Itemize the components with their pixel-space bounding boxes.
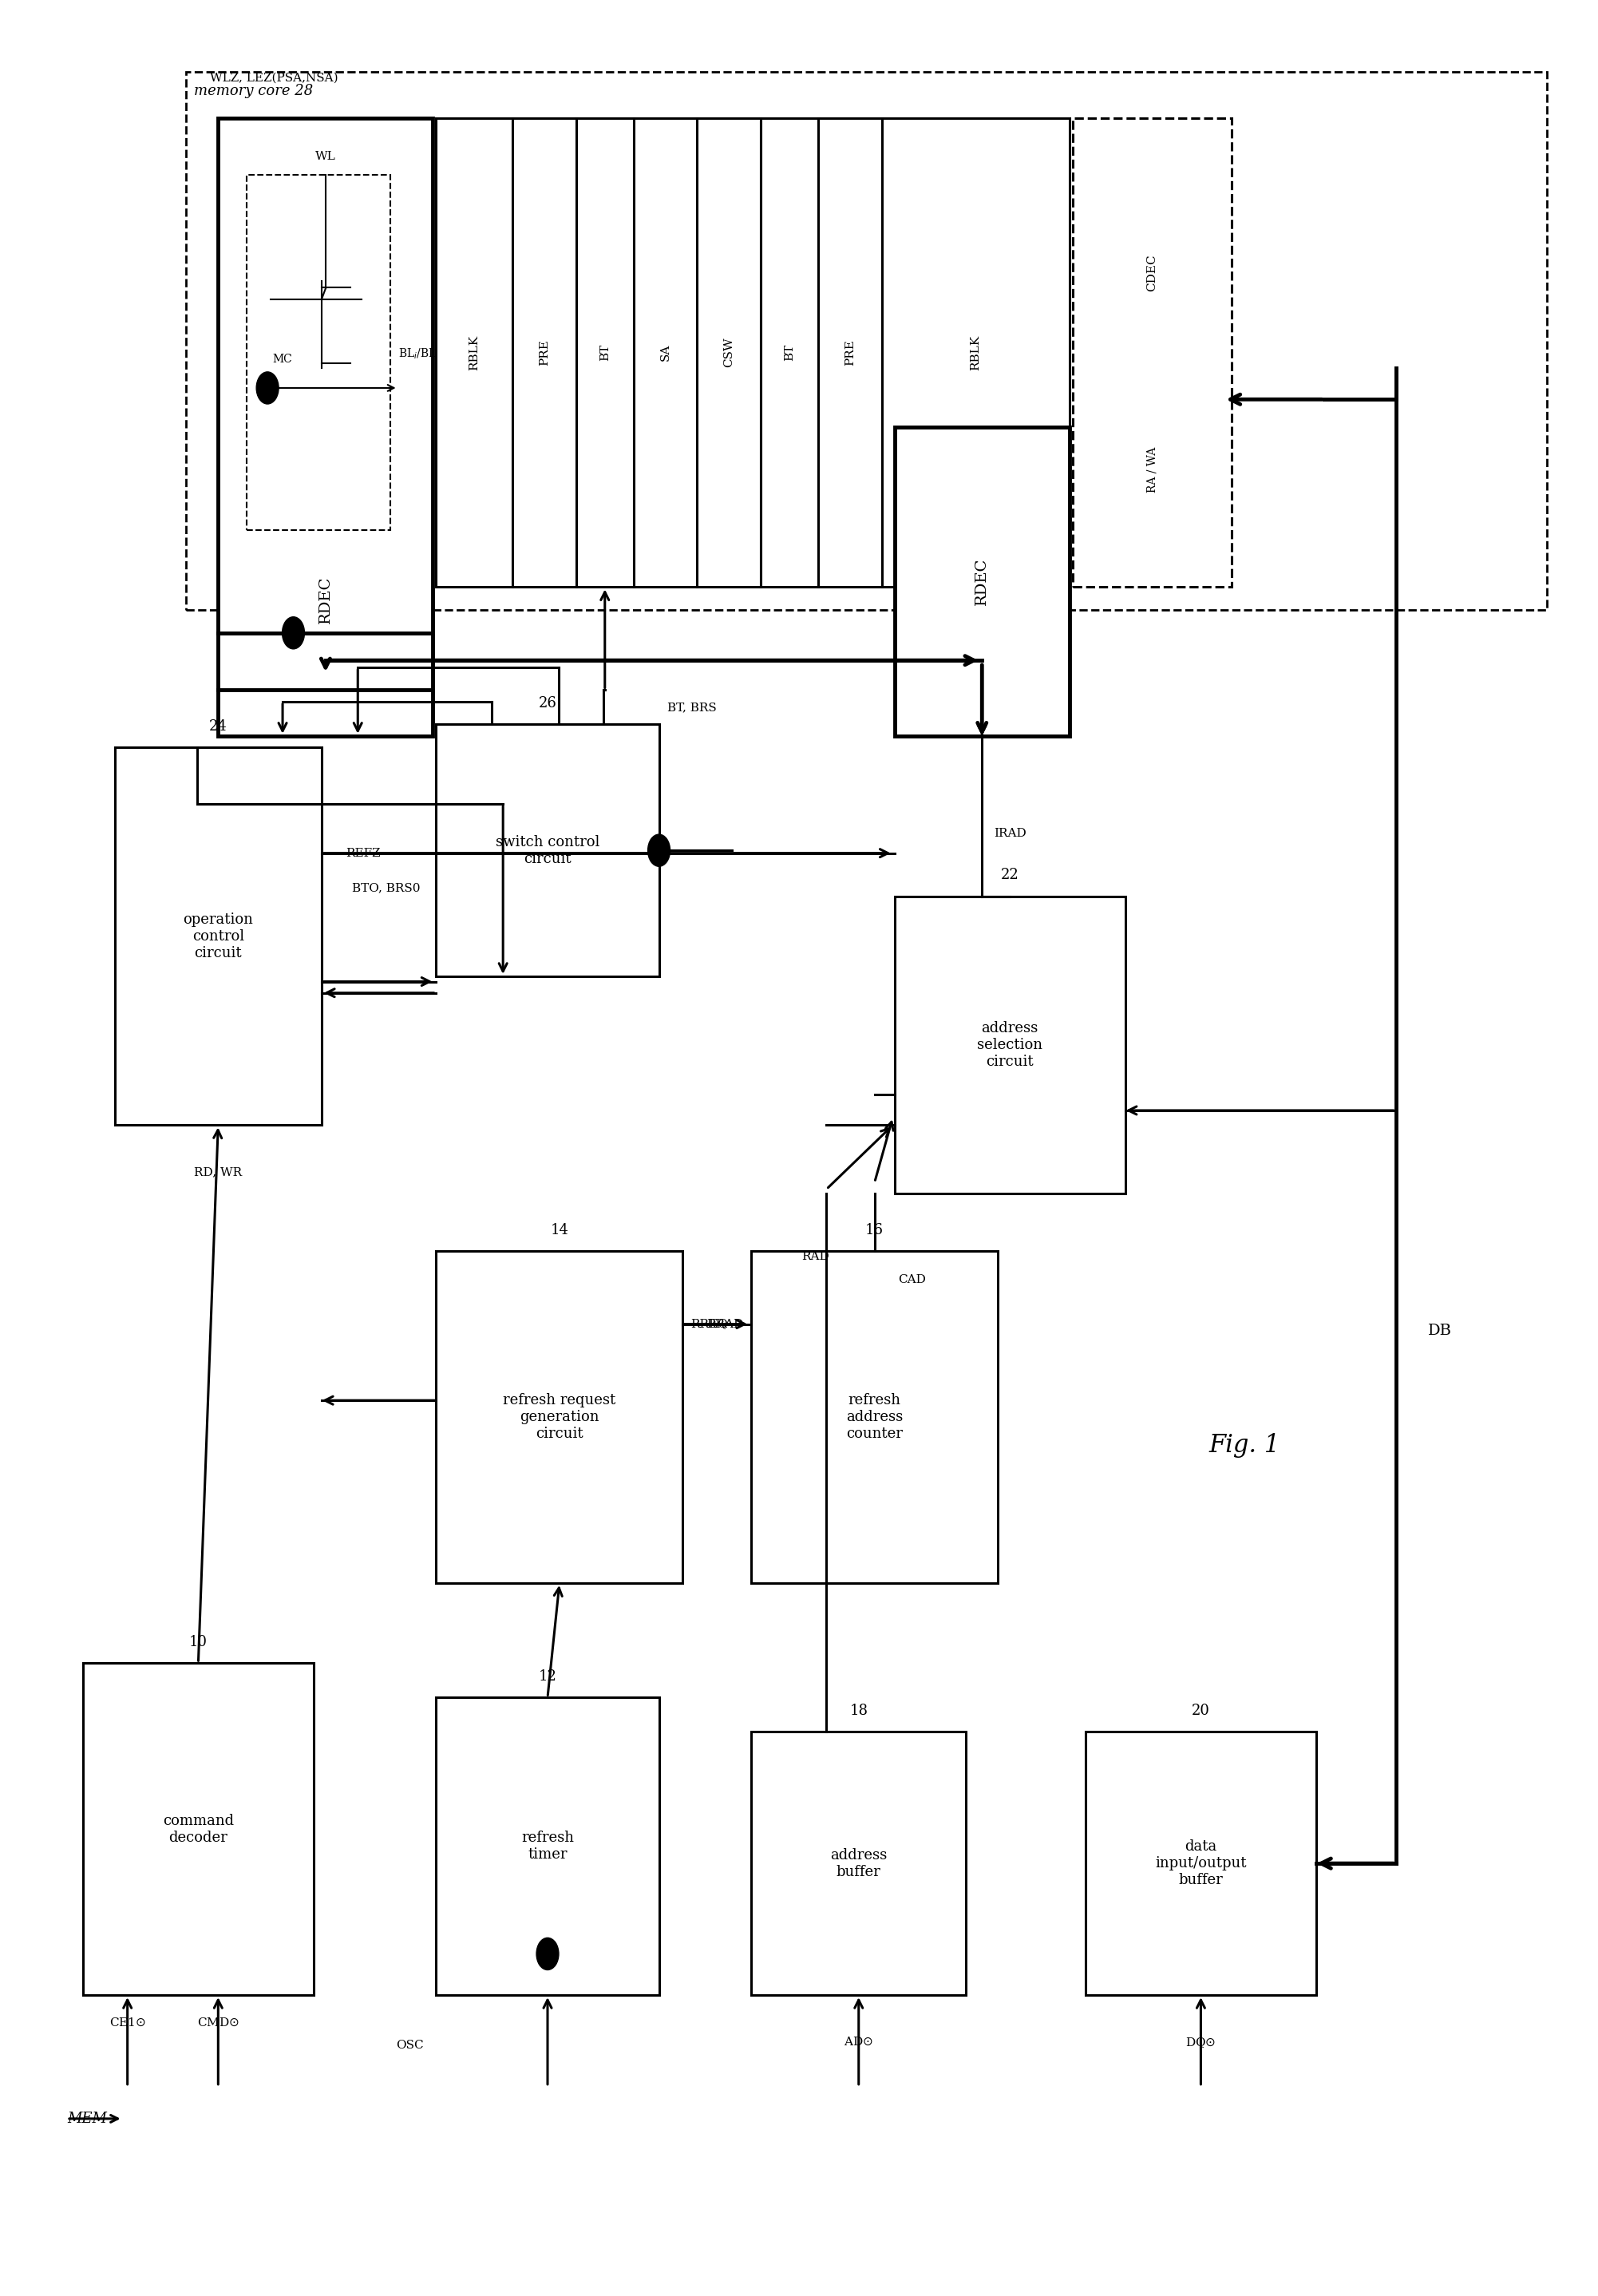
- Text: refresh
address
counter: refresh address counter: [847, 1394, 903, 1442]
- Bar: [115, 748, 321, 1125]
- Text: command
decoder: command decoder: [163, 1814, 233, 1844]
- Bar: [761, 117, 818, 588]
- Text: MC: MC: [272, 354, 292, 365]
- Text: 20: 20: [1192, 1704, 1210, 1717]
- Text: 10: 10: [189, 1635, 208, 1649]
- Text: 22: 22: [1000, 868, 1020, 882]
- Bar: [577, 117, 633, 588]
- Text: 12: 12: [539, 1669, 556, 1683]
- Text: switch control
circuit: switch control circuit: [495, 836, 599, 866]
- Text: PRE: PRE: [539, 340, 550, 365]
- Bar: [436, 726, 658, 976]
- Bar: [895, 427, 1069, 737]
- Bar: [751, 1731, 967, 1995]
- Text: 16: 16: [866, 1224, 884, 1238]
- Text: RAD: RAD: [802, 1251, 829, 1263]
- Bar: [436, 1251, 682, 1582]
- Text: RD, WR: RD, WR: [195, 1166, 243, 1178]
- Text: RREQ: RREQ: [690, 1318, 729, 1329]
- Text: BTO, BRS0: BTO, BRS0: [352, 882, 420, 893]
- Circle shape: [283, 618, 305, 650]
- Text: 24: 24: [209, 719, 227, 735]
- Bar: [1085, 1731, 1317, 1995]
- Bar: [751, 1251, 997, 1582]
- Text: refresh request
generation
circuit: refresh request generation circuit: [503, 1394, 615, 1442]
- Text: refresh
timer: refresh timer: [521, 1830, 574, 1862]
- Text: operation
control
circuit: operation control circuit: [184, 912, 252, 960]
- Bar: [436, 117, 513, 588]
- Text: OSC: OSC: [396, 2039, 423, 2050]
- Text: DQ$\odot$: DQ$\odot$: [1186, 2037, 1216, 2050]
- Text: BT, BRS: BT, BRS: [666, 703, 716, 714]
- Bar: [219, 117, 433, 737]
- Circle shape: [647, 833, 670, 866]
- Text: CSW: CSW: [724, 338, 735, 367]
- Bar: [83, 1662, 313, 1995]
- Text: SA: SA: [660, 344, 671, 360]
- Text: RA / WA: RA / WA: [1147, 448, 1159, 494]
- Text: WLZ, LEZ(PSA,NSA): WLZ, LEZ(PSA,NSA): [211, 71, 339, 83]
- Text: PRE: PRE: [844, 340, 855, 365]
- Text: 14: 14: [550, 1224, 569, 1238]
- Text: AD$\odot$: AD$\odot$: [844, 2037, 874, 2048]
- Text: RBLK: RBLK: [970, 335, 981, 370]
- Circle shape: [537, 1938, 559, 1970]
- Text: BT: BT: [785, 344, 796, 360]
- Text: memory core 28: memory core 28: [195, 83, 313, 99]
- Text: WL: WL: [315, 152, 336, 163]
- Text: BL$_i$/BL: BL$_i$/BL: [398, 347, 436, 360]
- Text: address
selection
circuit: address selection circuit: [976, 1022, 1042, 1068]
- Bar: [187, 71, 1547, 611]
- Text: RDEC: RDEC: [318, 576, 332, 625]
- Text: Fig. 1: Fig. 1: [1210, 1433, 1280, 1458]
- Bar: [895, 895, 1125, 1194]
- Bar: [818, 117, 882, 588]
- Text: data
input/output
buffer: data input/output buffer: [1155, 1839, 1246, 1887]
- Text: MEM: MEM: [67, 2112, 107, 2126]
- Text: 18: 18: [850, 1704, 868, 1717]
- Text: REFZ: REFZ: [345, 847, 380, 859]
- Bar: [1072, 117, 1232, 588]
- Text: CAD: CAD: [898, 1274, 927, 1286]
- Text: CDEC: CDEC: [1147, 255, 1159, 292]
- Circle shape: [256, 372, 278, 404]
- Bar: [246, 174, 390, 530]
- Text: address
buffer: address buffer: [831, 1848, 887, 1878]
- Bar: [882, 117, 1069, 588]
- Text: RRAD: RRAD: [706, 1318, 743, 1329]
- Text: CE1$\odot$: CE1$\odot$: [109, 2016, 145, 2027]
- Bar: [633, 117, 697, 588]
- Text: BT: BT: [599, 344, 610, 360]
- Bar: [697, 117, 761, 588]
- Text: DB: DB: [1427, 1325, 1451, 1339]
- Text: RBLK: RBLK: [468, 335, 479, 370]
- Bar: [513, 117, 577, 588]
- Text: CMD$\odot$: CMD$\odot$: [197, 2016, 240, 2027]
- Bar: [436, 1697, 658, 1995]
- Text: IRAD: IRAD: [994, 829, 1026, 838]
- Text: 26: 26: [539, 696, 556, 712]
- Text: RDEC: RDEC: [975, 558, 989, 606]
